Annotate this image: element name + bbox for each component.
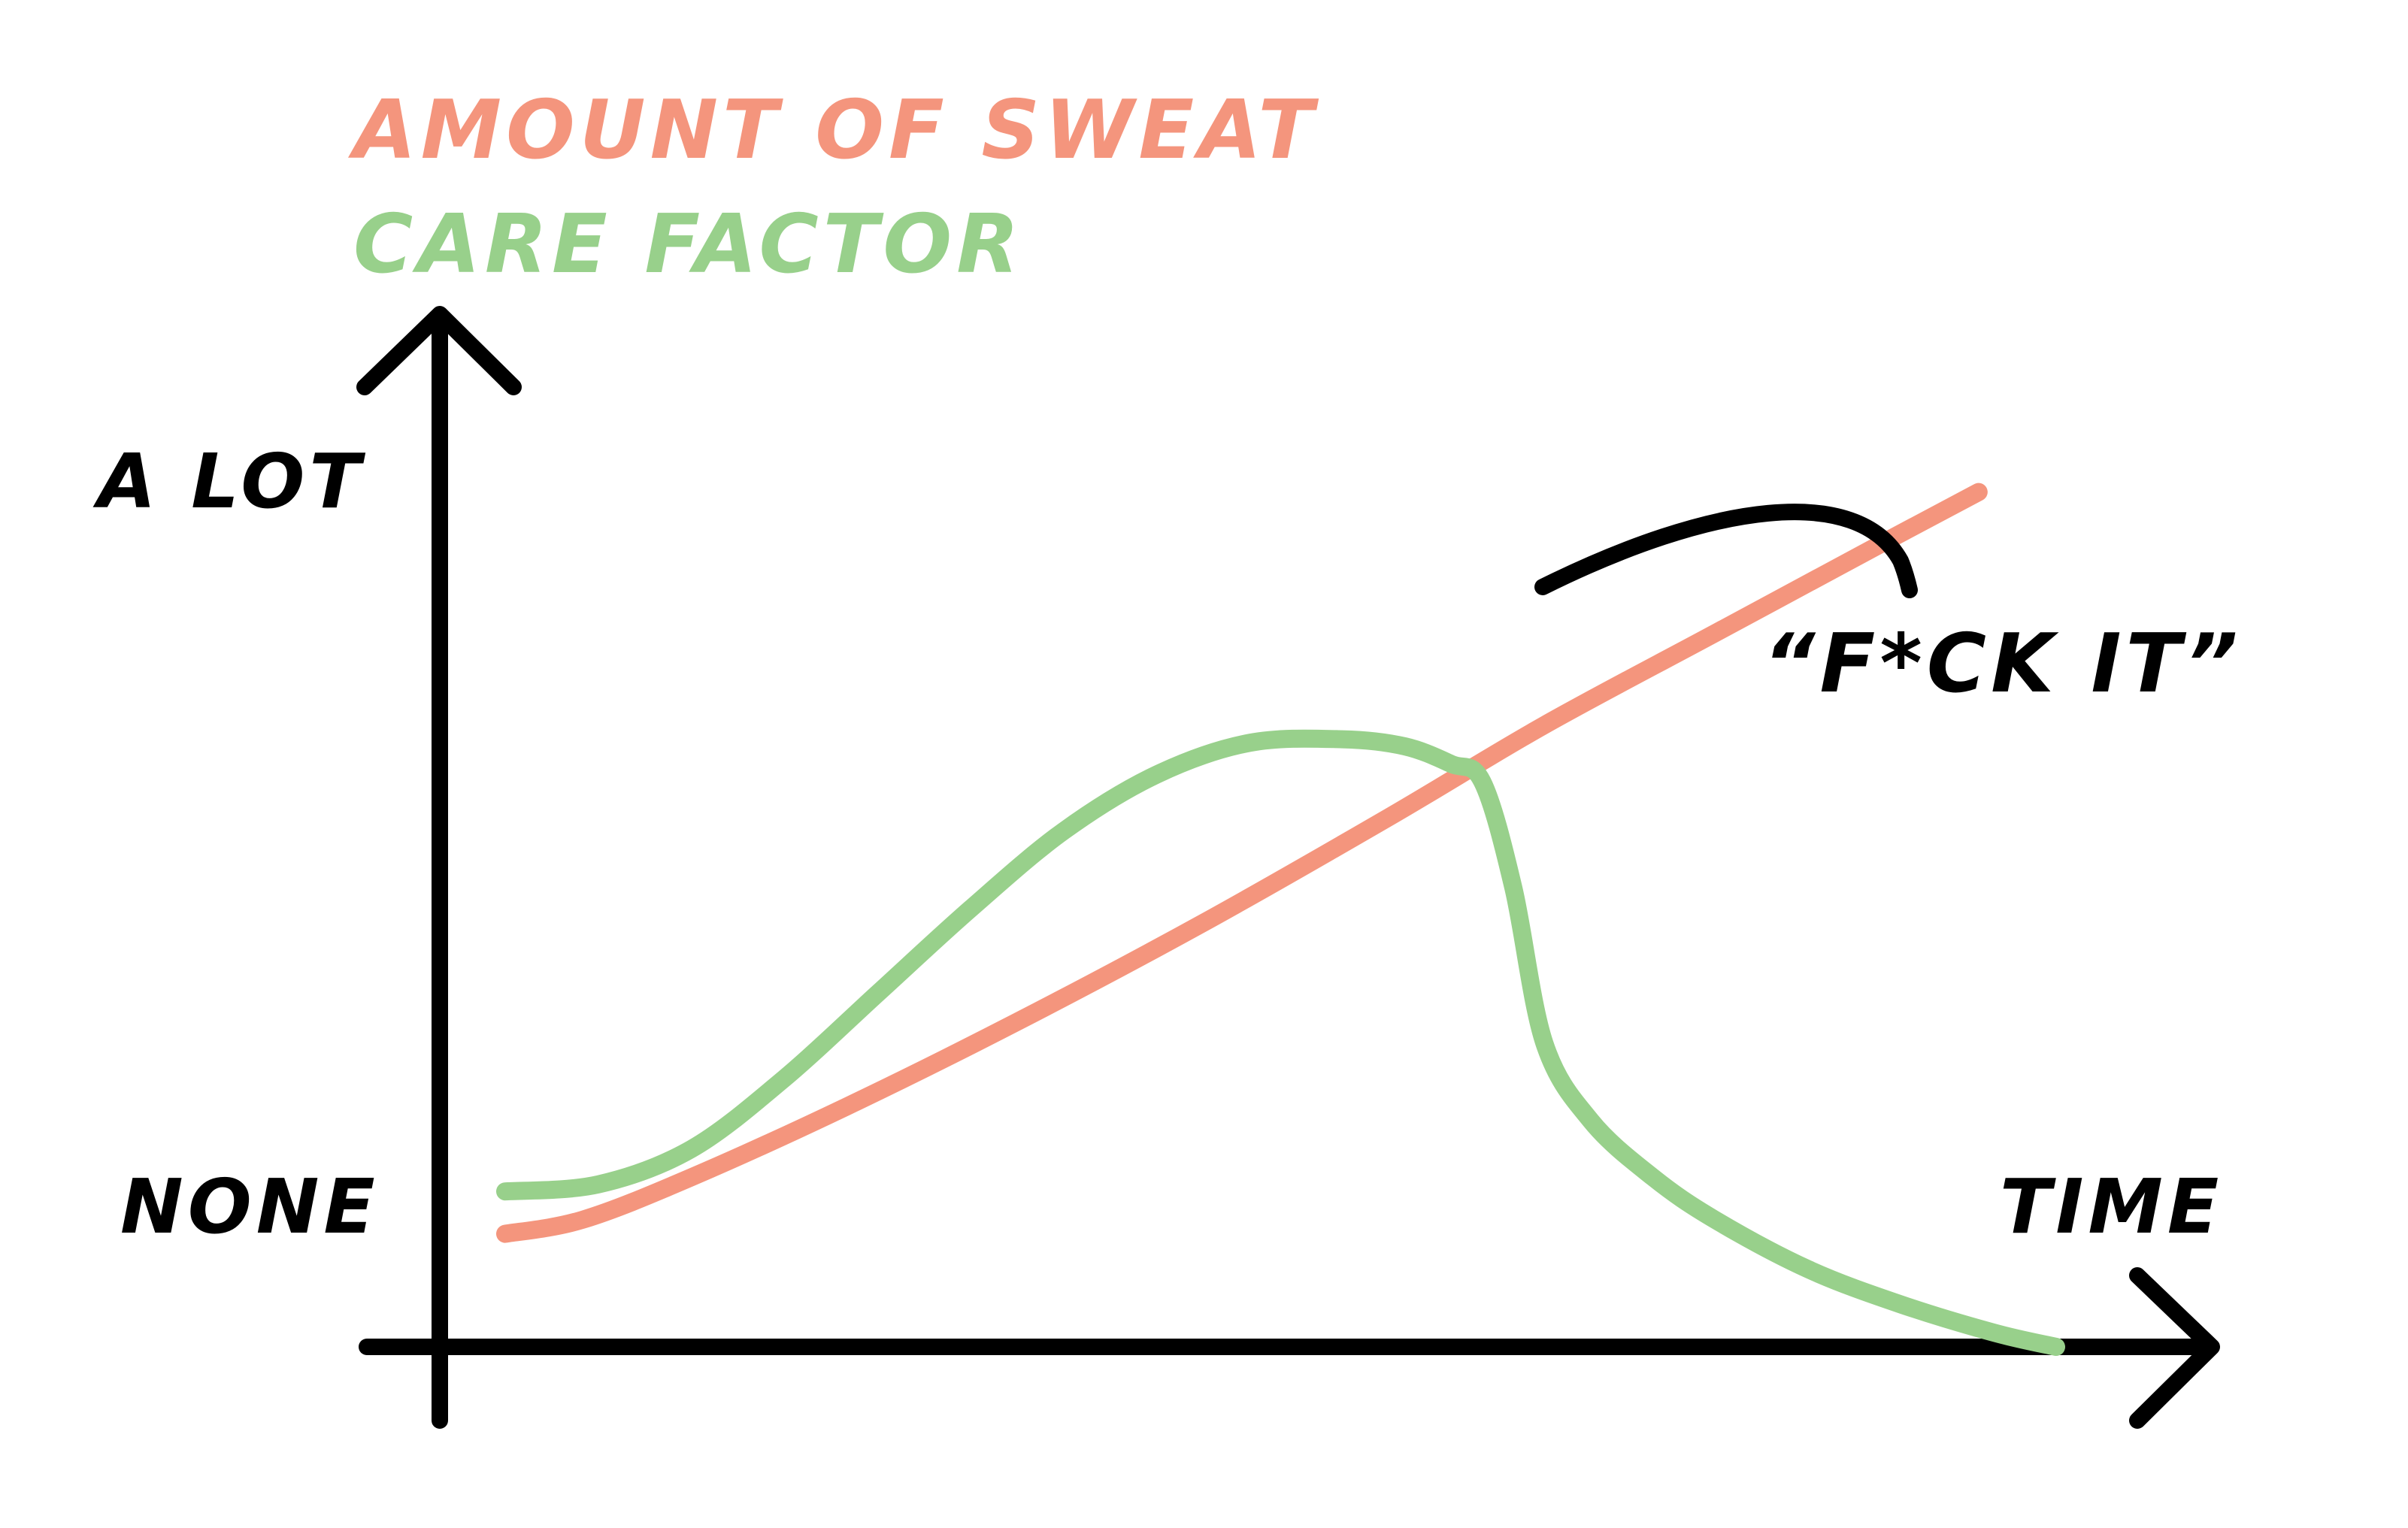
series-line-care-factor: [496, 729, 2065, 1356]
annotation-pointer-line: [1534, 504, 1918, 598]
annotation-label: “F*CK IT”: [1763, 617, 2243, 711]
y-label-bottom: NONE: [120, 1163, 380, 1251]
axes: [356, 306, 2220, 1429]
legend-sweat-label: AMOUNT OF SWEAT: [347, 83, 1319, 177]
legend-care-label: CARE FACTOR: [353, 198, 1023, 292]
y-axis-arrowhead: [356, 306, 522, 395]
series-line-amount-of-sweat: [496, 483, 1988, 1243]
y-label-top: A LOT: [92, 437, 365, 525]
x-axis-arrowhead: [2129, 1267, 2220, 1429]
x-axis-label: TIME: [2000, 1163, 2223, 1251]
